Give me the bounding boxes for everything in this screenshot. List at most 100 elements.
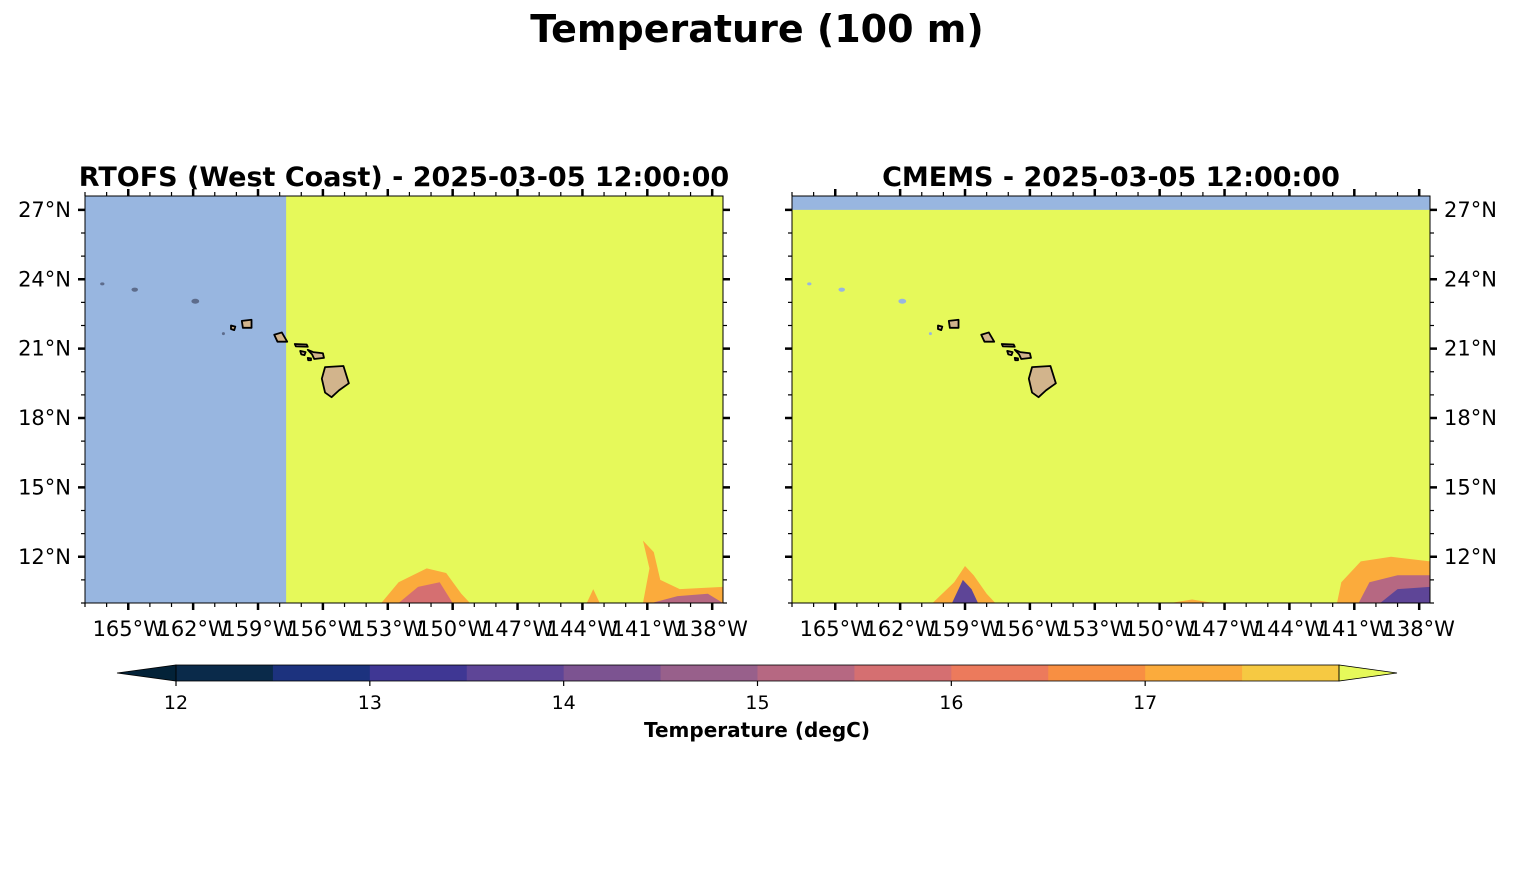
island-molokai [1000,343,1016,348]
lat-tick-label: 15°N [1444,475,1497,499]
island-lanai [1006,350,1014,357]
lat-tick-label: 12°N [1444,545,1497,569]
island-maui [1013,348,1032,360]
lat-tick-label: 24°N [1444,267,1497,291]
shoal-kaula [928,332,932,336]
missing-data-region [85,196,287,603]
lon-tick-label: 162°W [157,617,229,641]
map-content [85,196,723,603]
colorbar-tick-label: 15 [745,692,769,714]
shoal-nihoa [191,298,200,304]
island-maui [306,348,325,360]
colorbar-bin [951,665,1049,681]
colorbar-over-arrow [1338,664,1398,682]
lon-tick-label: 153°W [352,617,424,641]
shoal-frigate [807,282,812,286]
lat-tick-label: 15°N [18,475,71,499]
colorbar-ticks: 12 13 14 15 16 17 [164,681,1157,714]
island-molokai [293,343,309,348]
map-content [792,196,1430,603]
cool-eddy-core [952,579,978,603]
colorbar: 12 13 14 15 16 17 Temperature (degC) [116,664,1398,742]
panel-title-rtofs: RTOFS (West Coast) - 2025-03-05 12:00:00 [79,162,729,193]
colorbar-tick-label: 16 [939,692,963,714]
lon-tick-label: 147°W [482,617,554,641]
cool-eddy [586,589,600,603]
lon-tick-label: 144°W [547,617,619,641]
map-panel-rtofs: RTOFS (West Coast) - 2025-03-05 12:00:00… [18,162,748,641]
lat-tick-label: 18°N [1444,406,1497,430]
map-panel-cmems: CMEMS - 2025-03-05 12:00:00 165°W162°W15… [785,162,1497,641]
lat-tick-label: 24°N [18,267,71,291]
missing-data-region [792,196,1430,210]
shoal-nihoa [898,298,907,304]
map-area-rtofs [85,196,723,603]
colorbar-bin [757,665,855,681]
axes-rtofs: 165°W162°W159°W156°W153°W150°W147°W144°W… [18,189,748,641]
cool-eddy [1170,599,1214,603]
cool-eddy-core [651,593,723,603]
figure-title: Temperature (100 m) [530,7,983,51]
colorbar-bin [176,665,274,681]
colorbar-under-arrow [116,664,177,682]
lon-tick-label: 156°W [994,617,1066,641]
island-niihau [937,324,944,332]
island-hawaii [320,365,350,399]
colorbar-bin [1242,665,1340,681]
map-area-cmems [792,196,1430,603]
island-niihau [230,324,237,332]
lat-tick-label: 21°N [18,337,71,361]
colorbar-bin [660,665,758,681]
island-lanai [299,350,307,357]
colorbar-bin [1145,665,1243,681]
lon-tick-label: 138°W [677,617,749,641]
colorbar-tick-label: 13 [358,692,382,714]
shoal-frigate [100,282,105,286]
colorbar-bin [563,665,662,681]
lat-tick-label: 27°N [1444,198,1497,222]
colorbar-bin [854,665,952,681]
panel-title-cmems: CMEMS - 2025-03-05 12:00:00 [882,162,1340,193]
cool-eddy [642,540,723,603]
lon-tick-label: 165°W [800,617,872,641]
lon-tick-label: 144°W [1254,617,1326,641]
lon-tick-label: 156°W [287,617,359,641]
lon-tick-label: 141°W [1319,617,1391,641]
lat-tick-label: 12°N [18,545,71,569]
shoal-necker [838,287,845,292]
colorbar-tick-label: 17 [1133,692,1157,714]
lat-tick-label: 27°N [18,198,71,222]
colorbar-bin [369,665,468,681]
lon-tick-label: 162°W [864,617,936,641]
cool-eddy-core [398,582,453,603]
map-frame [84,195,724,604]
shoal-kaula [221,332,225,336]
lon-tick-label: 138°W [1384,617,1456,641]
lon-tick-label: 150°W [417,617,489,641]
colorbar-tick-label: 12 [164,692,188,714]
island-hawaii [1027,365,1057,399]
colorbar-label: Temperature (degC) [644,718,870,742]
lon-tick-label: 150°W [1124,617,1196,641]
colorbar-bin [466,665,565,681]
island-kauai [240,318,253,329]
warm-water-fill [792,196,1430,603]
map-frame [791,195,1431,604]
lon-tick-label: 159°W [929,617,1001,641]
colorbar-bin [1048,665,1146,681]
colorbar-tick-label: 14 [552,692,576,714]
island-oahu [980,331,996,343]
lat-tick-label: 21°N [1444,337,1497,361]
shoal-necker [131,287,138,292]
lon-tick-label: 147°W [1189,617,1261,641]
lon-tick-label: 159°W [222,617,294,641]
lon-tick-label: 141°W [612,617,684,641]
island-kahoolawe [306,356,312,362]
colorbar-bins [116,664,1398,682]
cool-eddy-core [1380,586,1430,603]
lat-tick-label: 18°N [18,406,71,430]
lon-tick-label: 153°W [1059,617,1131,641]
colorbar-bin [272,665,371,681]
island-oahu [273,331,289,343]
